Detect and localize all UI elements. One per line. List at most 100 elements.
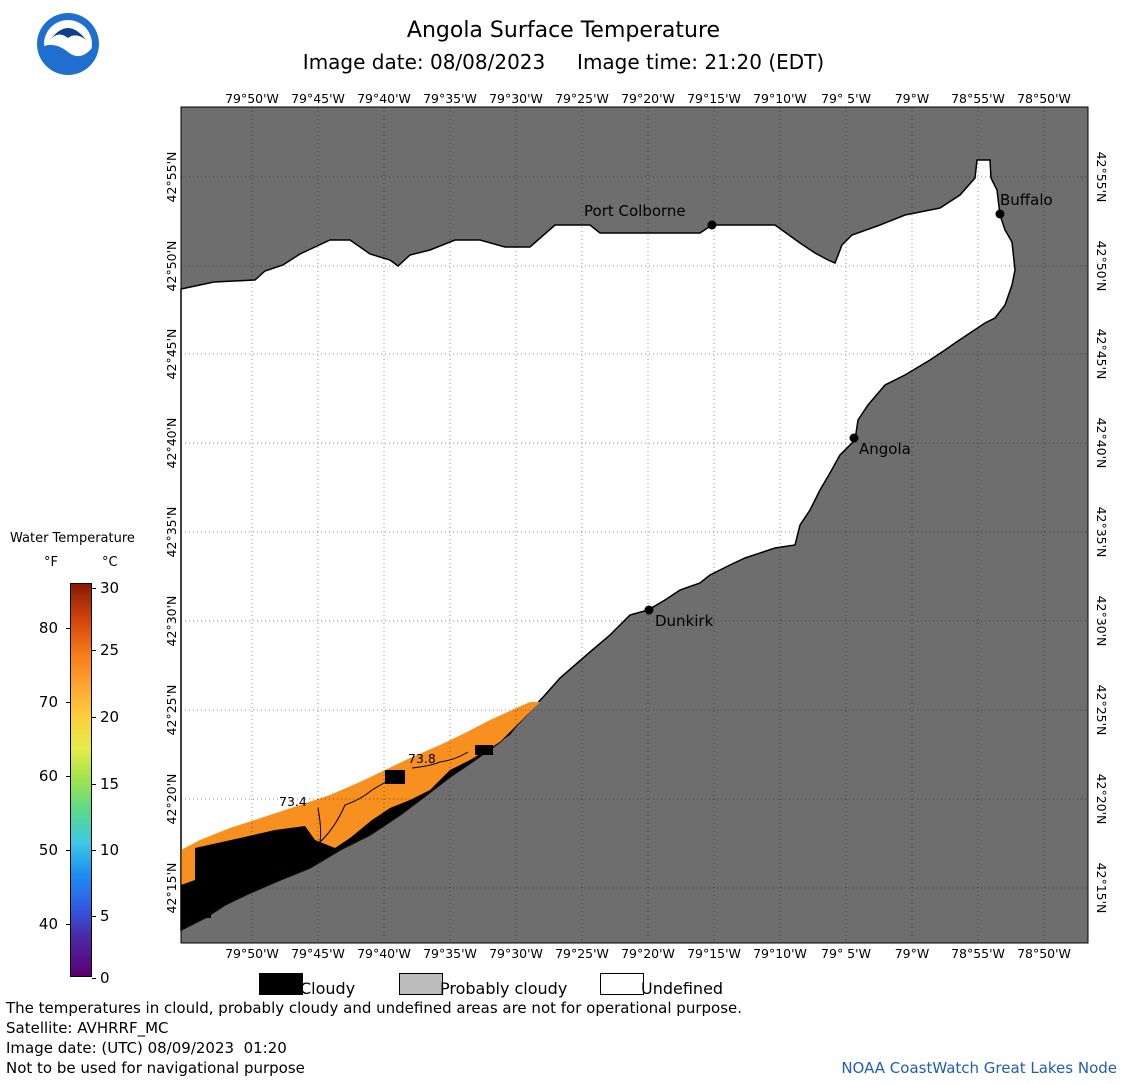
longitude-label: 79°30'W [489, 91, 543, 106]
map-frame [180, 106, 1089, 944]
city-marker [707, 220, 717, 230]
city-marker [995, 209, 1005, 219]
top-longitude-labels: 79°50'W 79°45'W 79°40'W 79°35'W 79°30'W 79°25… [225, 91, 1071, 106]
latitude-label: 42°25'N [164, 685, 179, 736]
longitude-label: 79° 5'W [821, 91, 871, 106]
contour-line-73-8 [411, 751, 469, 769]
contour-label: 73.4 [279, 794, 307, 809]
latitude-label: 42°40'N [1094, 418, 1109, 469]
celsius-tick: 20 [100, 708, 120, 726]
footer-satellite: Satellite: AVHRRF_MC [6, 1019, 169, 1037]
latitude-label: 42°50'N [1094, 241, 1109, 292]
legend-title: Water Temperature [10, 531, 135, 546]
fahrenheit-tick: 80 [38, 619, 58, 637]
longitude-label: 78°55'W [951, 946, 1005, 961]
longitude-label: 78°50'W [1017, 946, 1071, 961]
celsius-tick: 10 [100, 841, 120, 859]
longitude-label: 79°40'W [357, 946, 411, 961]
colorbar-tick [66, 924, 70, 925]
city-angola: Angola [849, 433, 911, 458]
footer-disclaimer: The temperatures in clould, probably clo… [6, 999, 743, 1017]
longitude-label: 79°W [895, 91, 930, 106]
longitude-label: 79°45'W [291, 91, 345, 106]
latitude-label: 42°20'N [164, 774, 179, 825]
longitude-label: 79°30'W [489, 946, 543, 961]
longitude-label: 79°35'W [423, 91, 477, 106]
legend-label-undefined: Undefined [641, 979, 724, 998]
legend-unit-fahrenheit: °F [44, 555, 58, 570]
colorbar-tick [92, 850, 96, 851]
latitude-label: 42°40'N [164, 418, 179, 469]
longitude-label: 78°50'W [1017, 91, 1071, 106]
longitude-label: 79° 5'W [821, 946, 871, 961]
colorbar-tick [66, 628, 70, 629]
colorbar-tick [92, 784, 96, 785]
colorbar-tick [92, 978, 96, 979]
colorbar-tick [92, 916, 96, 917]
longitude-label: 79°50'W [225, 946, 279, 961]
longitude-label: 79°20'W [621, 946, 675, 961]
city-label: Port Colborne [584, 202, 686, 220]
legend-swatch-undefined [600, 973, 644, 995]
longitude-label: 79°W [895, 946, 930, 961]
map-subtitle: Image date: 08/08/2023 Image time: 21:20… [302, 50, 825, 74]
longitude-label: 79°40'W [357, 91, 411, 106]
noaa-logo-icon: NOAA [37, 13, 99, 75]
latitude-label: 42°15'N [1094, 863, 1109, 914]
city-label: Angola [859, 440, 911, 458]
city-marker [849, 433, 859, 443]
latitude-label: 42°35'N [164, 507, 179, 558]
colorbar-tick [66, 702, 70, 703]
latitude-label: 42°50'N [164, 241, 179, 292]
city-label: Dunkirk [655, 612, 714, 630]
celsius-tick: 15 [100, 775, 120, 793]
legend-swatch-cloudy [259, 973, 303, 995]
city-port-colborne: Port Colborne [584, 202, 717, 230]
left-latitude-labels: 42°55'N 42°50'N 42°45'N 42°40'N 42°35'N 42°30… [164, 152, 179, 914]
celsius-tick: 0 [100, 969, 110, 987]
latitude-label: 42°30'N [164, 596, 179, 647]
colorbar-tick [66, 776, 70, 777]
city-dunkirk: Dunkirk [644, 605, 714, 630]
longitude-label: 79°50'W [225, 91, 279, 106]
footer-utc-date: Image date: (UTC) 08/09/2023 01:20 [6, 1039, 287, 1057]
fahrenheit-tick: 70 [38, 693, 58, 711]
legend-label-cloudy: Cloudy [300, 979, 356, 998]
latitude-label: 42°45'N [164, 329, 179, 380]
longitude-label: 79°35'W [423, 946, 477, 961]
footer-credit: NOAA CoastWatch Great Lakes Node [841, 1059, 1117, 1077]
fahrenheit-tick: 50 [38, 841, 58, 859]
latitude-label: 42°55'N [164, 152, 179, 203]
bottom-longitude-labels: 79°50'W 79°45'W 79°40'W 79°35'W 79°30'W 79°25… [225, 946, 1071, 961]
temperature-colorbar [70, 583, 92, 977]
latitude-label: 42°15'N [164, 863, 179, 914]
latitude-label: 42°55'N [1094, 152, 1109, 203]
longitude-label: 79°45'W [291, 946, 345, 961]
longitude-label: 78°55'W [951, 91, 1005, 106]
longitude-label: 79°15'W [687, 946, 741, 961]
legend-unit-celsius: °C [102, 555, 118, 570]
latitude-label: 42°30'N [1094, 596, 1109, 647]
longitude-label: 79°15'W [687, 91, 741, 106]
lake-erie-water [180, 159, 1016, 932]
celsius-tick: 25 [100, 641, 120, 659]
map-grid [181, 107, 1088, 943]
footer-navigation-warning: Not to be used for navigational purpose [6, 1059, 305, 1077]
contour-label: 73.8 [408, 751, 436, 766]
contour-line-73-4 [317, 775, 399, 844]
latitude-label: 42°35'N [1094, 507, 1109, 558]
longitude-label: 79°25'W [555, 946, 609, 961]
legend-label-probably-cloudy: Probably cloudy [440, 979, 568, 998]
longitude-label: 79°20'W [621, 91, 675, 106]
longitude-label: 79°10'W [753, 946, 807, 961]
fahrenheit-tick: 60 [38, 767, 58, 785]
colorbar-tick [66, 850, 70, 851]
fahrenheit-tick: 40 [38, 915, 58, 933]
city-buffalo: Buffalo [995, 191, 1053, 219]
city-label: Buffalo [1000, 191, 1053, 209]
noaa-logo-text: NOAA [54, 38, 83, 48]
latitude-label: 42°45'N [1094, 329, 1109, 380]
right-latitude-labels: 42°55'N 42°50'N 42°45'N 42°40'N 42°35'N 42°30… [1094, 152, 1109, 914]
celsius-tick: 30 [100, 579, 120, 597]
